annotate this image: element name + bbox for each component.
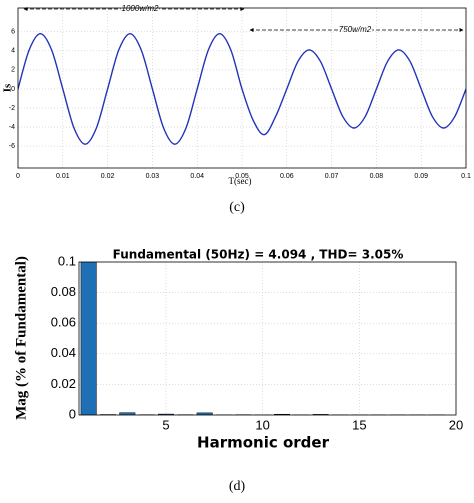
x-axis-label: Harmonic order: [197, 434, 330, 452]
y-tick-label: 6: [11, 29, 15, 36]
axes-box: [17, 7, 467, 169]
annotation: 750w/m2: [339, 25, 372, 34]
axes-box: [78, 261, 457, 416]
y-tick-label: 0.08: [51, 284, 76, 299]
y-tick-label: 4: [11, 48, 15, 55]
y-tick-label: 0.02: [51, 376, 76, 391]
x-tick-label: 0.02: [101, 173, 115, 180]
y-tick-label: -2: [9, 105, 15, 112]
x-tick-label: 0.07: [325, 173, 339, 180]
x-tick-label: 5: [162, 417, 169, 432]
x-tick-label: 0.05: [235, 173, 249, 180]
x-tick-label: 20: [449, 417, 463, 432]
x-tick-label: 15: [352, 417, 366, 432]
y-tick-label: 0.04: [51, 345, 76, 360]
bar: [158, 413, 174, 415]
x-tick-label: 0.08: [370, 173, 384, 180]
x-axis-label: T(sec): [229, 176, 252, 186]
y-tick-label: -4: [9, 124, 15, 131]
x-tick-label: 0.1: [461, 173, 471, 180]
x-tick-label: 10: [255, 417, 269, 432]
bar: [80, 262, 97, 415]
bar: [196, 412, 213, 415]
y-tick-label: 0.1: [58, 253, 76, 268]
x-tick-label: 0.03: [146, 173, 160, 180]
chart-title: Fundamental (50Hz) = 4.094 , THD= 3.05%: [113, 248, 404, 262]
y-tick-label: 0: [69, 406, 76, 421]
x-tick-label: 0.06: [280, 173, 294, 180]
plot-area: [18, 33, 466, 145]
y-tick-label: 2: [11, 67, 15, 74]
annotation: 1000w/m2: [122, 4, 159, 13]
y-axis-label: Is: [2, 83, 14, 92]
y-tick-label: -6: [9, 143, 15, 150]
x-tick-label: 0.04: [190, 173, 204, 180]
x-tick-label: 0.09: [414, 173, 428, 180]
caption: (c): [229, 200, 245, 215]
x-tick-label: 0: [16, 173, 20, 180]
y-tick-label: 0: [11, 86, 15, 93]
y-axis-label: Mag (% of Fundamental): [13, 256, 29, 420]
caption: (d): [229, 479, 246, 494]
y-tick-label: 0.06: [51, 315, 76, 330]
line: [18, 33, 466, 145]
x-tick-label: 0.01: [56, 173, 70, 180]
